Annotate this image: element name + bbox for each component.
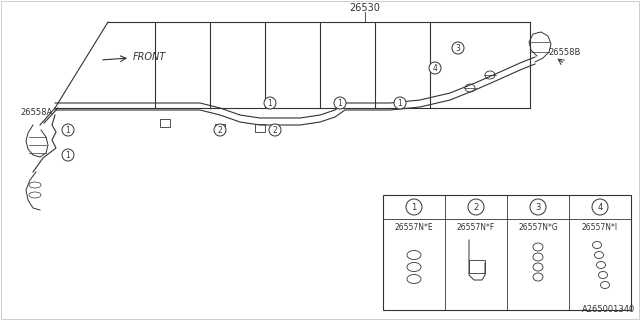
Circle shape: [530, 199, 546, 215]
Text: 3: 3: [535, 203, 541, 212]
Circle shape: [62, 124, 74, 136]
Bar: [255, 124, 265, 132]
Bar: [215, 124, 225, 132]
Text: 1: 1: [412, 203, 417, 212]
Text: 3: 3: [456, 44, 460, 52]
Text: 4: 4: [433, 63, 437, 73]
Text: 1: 1: [268, 99, 273, 108]
Circle shape: [269, 124, 281, 136]
Text: 26557N*G: 26557N*G: [518, 223, 558, 232]
Circle shape: [429, 62, 441, 74]
Text: 26557N*E: 26557N*E: [395, 223, 433, 232]
Text: 1: 1: [397, 99, 403, 108]
Circle shape: [334, 97, 346, 109]
Text: 4: 4: [597, 203, 603, 212]
Text: 1: 1: [66, 150, 70, 159]
Circle shape: [452, 42, 464, 54]
Text: 26530: 26530: [349, 3, 380, 13]
Text: 2: 2: [218, 125, 222, 134]
Circle shape: [394, 97, 406, 109]
Circle shape: [214, 124, 226, 136]
Bar: [383, 195, 631, 310]
Text: 26557N*F: 26557N*F: [457, 223, 495, 232]
Text: FRONT: FRONT: [133, 52, 166, 62]
Text: 26558A: 26558A: [20, 108, 52, 116]
Circle shape: [406, 199, 422, 215]
Text: 1: 1: [66, 125, 70, 134]
Text: 26557N*I: 26557N*I: [582, 223, 618, 232]
Bar: [469, 260, 485, 273]
Text: 2: 2: [273, 125, 277, 134]
Circle shape: [592, 199, 608, 215]
Circle shape: [62, 149, 74, 161]
Text: 2: 2: [474, 203, 479, 212]
Text: 26558B: 26558B: [548, 47, 580, 57]
Circle shape: [264, 97, 276, 109]
Text: 1: 1: [338, 99, 342, 108]
Bar: [160, 119, 170, 127]
Text: A265001340: A265001340: [582, 305, 635, 314]
Circle shape: [468, 199, 484, 215]
